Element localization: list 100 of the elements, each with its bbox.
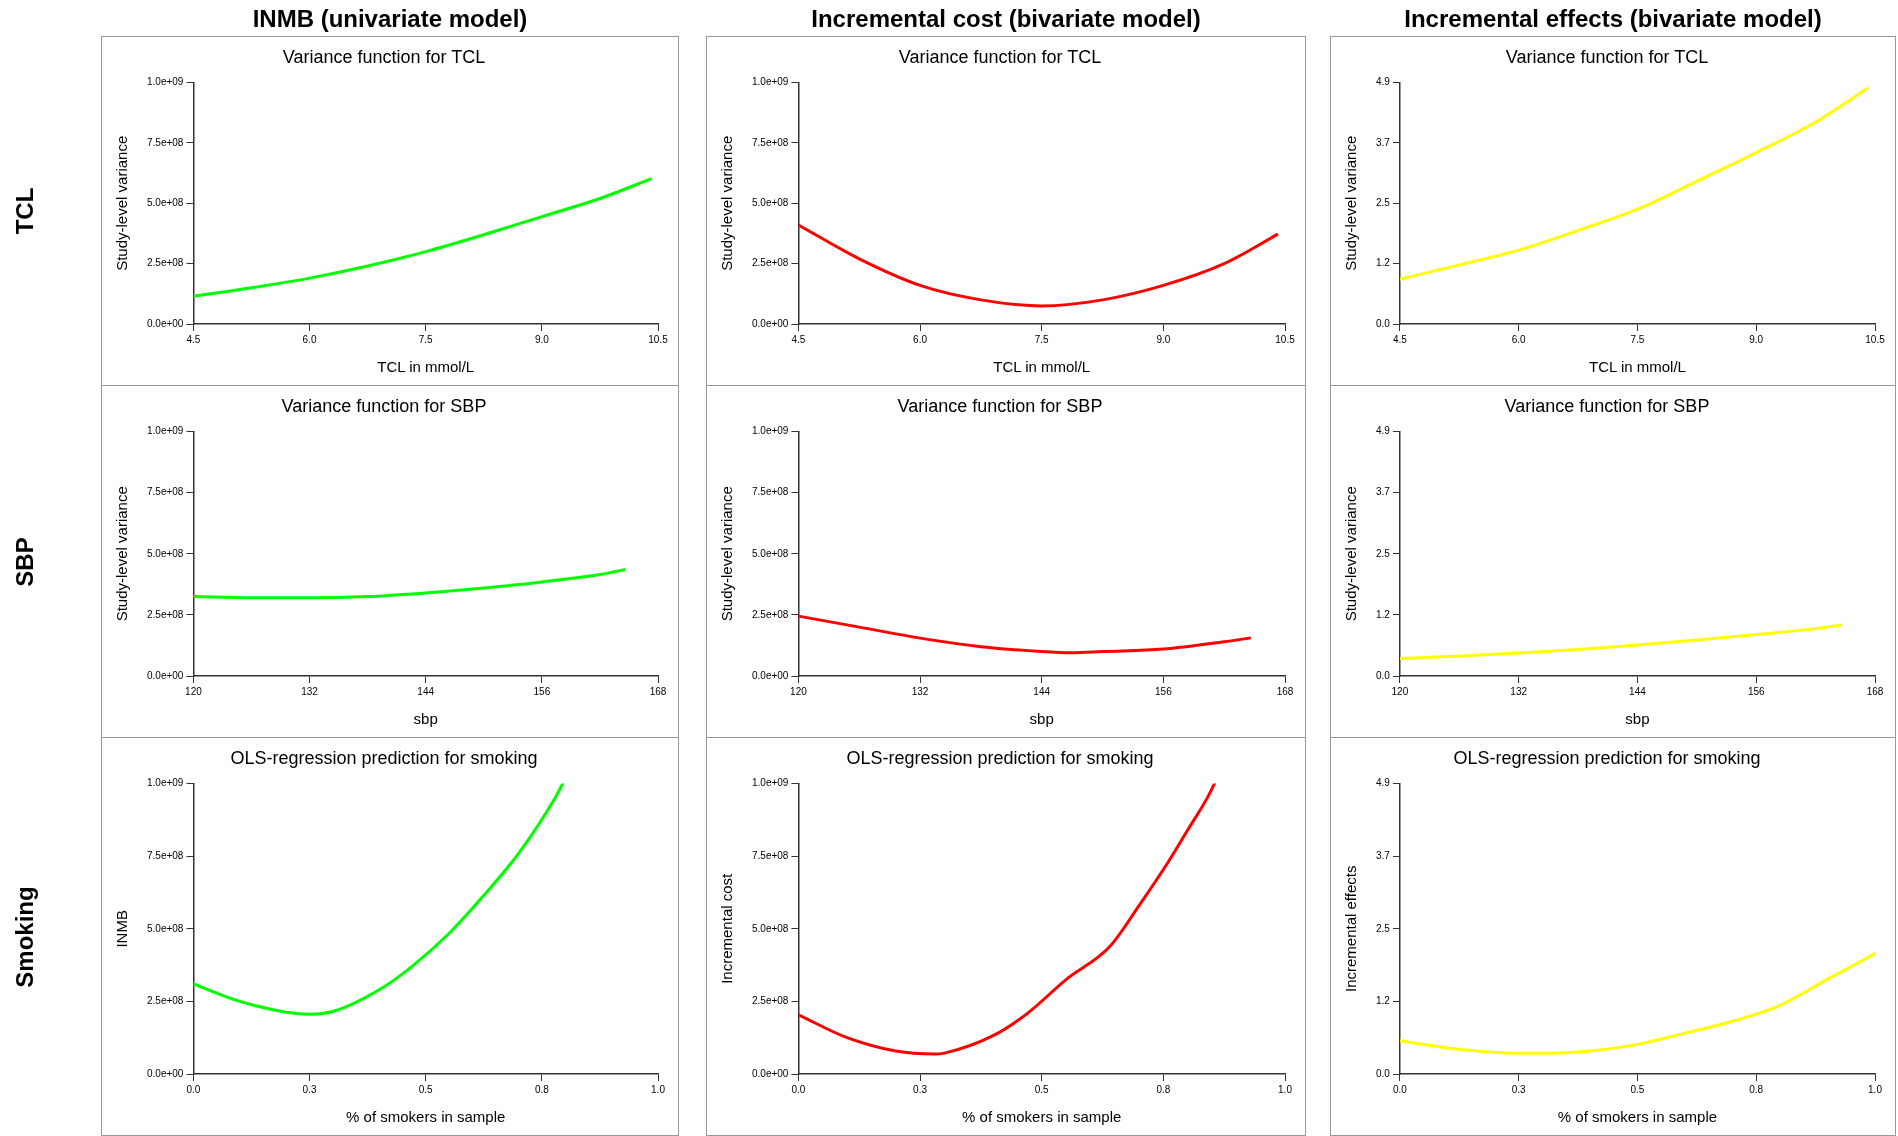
x-tick-label: 168 (1276, 685, 1294, 697)
y-tick-label: 3.7 (1376, 486, 1391, 498)
x-tick-label: 168 (1866, 685, 1884, 697)
y-axis-title: INMB (113, 910, 131, 948)
y-tick-label: 0.0e+00 (146, 669, 184, 681)
text: INMB (univariate model) (251, 4, 529, 34)
y-tick-label: 0.0 (1376, 1067, 1391, 1079)
chart-title: Variance function for SBP (281, 395, 487, 416)
x-tick-label: 0.5 (418, 1083, 434, 1095)
x-tick-label: 132 (1510, 685, 1528, 697)
line-series (193, 177, 652, 298)
x-tick-label: 7.5 (1630, 333, 1645, 345)
x-tick-label: 120 (185, 685, 203, 697)
y-tick-label: 2.5e+08 (751, 608, 789, 620)
y-tick-label: 7.5e+08 (146, 486, 184, 498)
x-tick-label: 1.0 (1278, 1083, 1293, 1095)
x-tick-label: 6.0 (302, 333, 317, 345)
y-tick-label: 1.0e+09 (751, 777, 789, 789)
x-tick-label: 9.0 (1749, 333, 1764, 345)
x-tick-label: 0.3 (302, 1083, 317, 1095)
y-tick-label: 2.5 (1376, 922, 1391, 934)
y-axis-title: Study-level variance (113, 486, 131, 622)
x-tick-label: 0.0 (186, 1083, 201, 1095)
y-tick-label: 2.5e+08 (146, 608, 184, 620)
y-tick-label: 1.0e+09 (751, 425, 789, 437)
x-axis-title: sbp (1625, 710, 1650, 728)
x-tick-label: 4.5 (186, 333, 201, 345)
x-tick-label: 9.0 (534, 333, 550, 345)
y-tick-label: 5.0e+08 (146, 197, 184, 209)
y-tick-label: 1.2 (1376, 995, 1391, 1007)
y-tick-label: 0.0e+00 (751, 317, 789, 329)
x-tick-label: 10.5 (1275, 333, 1296, 345)
x-tick-label: 0.5 (1630, 1083, 1645, 1095)
chart-title: Variance function for TCL (282, 46, 486, 67)
y-axis-title: Incremental cost (718, 872, 736, 984)
x-tick-label: 0.8 (1749, 1083, 1764, 1095)
line-series (193, 783, 565, 1016)
y-axis-title: Study-level variance (718, 486, 736, 622)
x-tick-label: 144 (417, 685, 435, 697)
x-axis-title: TCL in mmol/L (377, 358, 475, 376)
x-axis-title: % of smokers in sample (1557, 1108, 1718, 1126)
y-tick-label: 3.7 (1376, 849, 1391, 861)
x-tick-label: 1.0 (1868, 1083, 1883, 1095)
y-tick-label: 0.0e+00 (751, 669, 789, 681)
x-tick-label: 6.0 (1511, 333, 1527, 345)
y-tick-label: 2.5 (1376, 197, 1391, 209)
y-axis-title: Study-level variance (113, 135, 131, 271)
chart-title: Variance function for TCL (898, 46, 1102, 67)
chart-title: OLS-regression prediction for smoking (846, 747, 1154, 768)
y-tick-label: 1.2 (1376, 608, 1391, 620)
x-tick-label: 132 (911, 685, 929, 697)
line-series (1399, 623, 1842, 661)
y-tick-label: 1.2 (1376, 257, 1391, 269)
x-axis-title: sbp (413, 710, 438, 728)
y-tick-label: 0.0e+00 (146, 317, 184, 329)
x-tick-label: 10.5 (648, 333, 669, 345)
y-tick-label: 5.0e+08 (751, 547, 789, 559)
y-axis-title: Study-level variance (1342, 486, 1360, 622)
x-tick-label: 156 (1155, 685, 1173, 697)
y-tick-label: 7.5e+08 (751, 849, 789, 861)
text: Incremental cost (bivariate model) (810, 4, 1202, 34)
x-tick-label: 7.5 (418, 333, 434, 345)
chart-title: Variance function for SBP (897, 395, 1103, 416)
y-tick-label: 5.0e+08 (751, 197, 789, 209)
chart-title: Variance function for TCL (1505, 46, 1709, 67)
x-tick-label: 0.8 (1156, 1083, 1171, 1095)
x-axis-title: % of smokers in sample (962, 1108, 1122, 1126)
x-tick-label: 0.8 (534, 1083, 550, 1095)
y-tick-label: 5.0e+08 (146, 922, 184, 934)
text: Incremental effects (bivariate model) (1403, 4, 1823, 34)
x-tick-label: 1.0 (651, 1083, 666, 1095)
y-tick-label: 0.0 (1376, 669, 1391, 681)
y-tick-label: 3.7 (1376, 136, 1391, 148)
y-tick-label: 4.9 (1376, 76, 1391, 88)
line-series (798, 783, 1216, 1056)
x-tick-label: 156 (533, 685, 551, 697)
y-tick-label: 4.9 (1376, 777, 1391, 789)
x-tick-label: 0.5 (1034, 1083, 1050, 1095)
y-tick-label: 5.0e+08 (751, 922, 789, 934)
line-series (1399, 87, 1869, 281)
y-tick-label: 0.0e+00 (751, 1067, 789, 1079)
x-tick-label: 7.5 (1034, 333, 1050, 345)
x-tick-label: 0.3 (913, 1083, 928, 1095)
x-tick-label: 132 (301, 685, 319, 697)
y-tick-label: 4.9 (1376, 425, 1391, 437)
y-tick-label: 7.5e+08 (146, 136, 184, 148)
x-tick-label: 120 (1391, 685, 1409, 697)
y-tick-label: 7.5e+08 (751, 486, 789, 498)
x-tick-label: 10.5 (1865, 333, 1886, 345)
y-tick-label: 1.0e+09 (751, 76, 789, 88)
x-tick-label: 0.0 (1392, 1083, 1408, 1095)
chart-title: OLS-regression prediction for smoking (1453, 747, 1761, 768)
y-tick-label: 1.0e+09 (146, 76, 184, 88)
x-tick-label: 168 (649, 685, 667, 697)
x-tick-label: 144 (1629, 685, 1647, 697)
y-tick-label: 7.5e+08 (751, 136, 789, 148)
x-tick-label: 9.0 (1156, 333, 1171, 345)
x-axis-title: TCL in mmol/L (993, 358, 1091, 376)
text: Smoking (11, 885, 39, 988)
y-tick-label: 2.5e+08 (751, 257, 789, 269)
